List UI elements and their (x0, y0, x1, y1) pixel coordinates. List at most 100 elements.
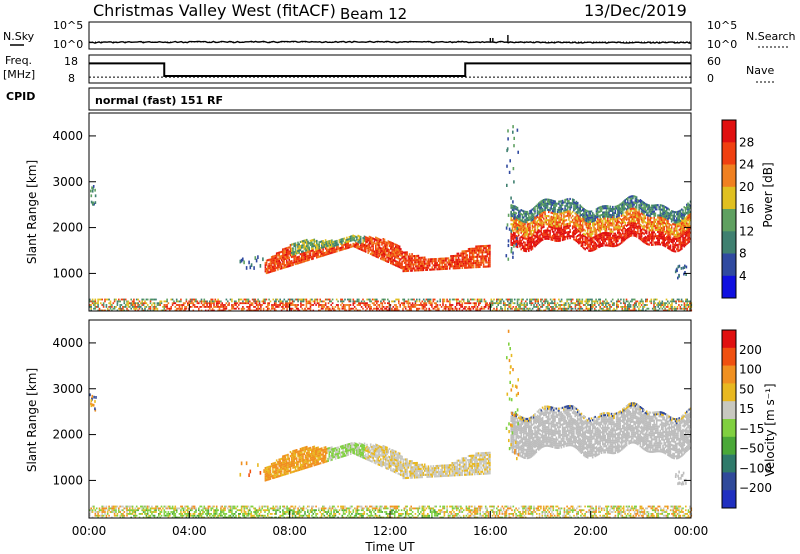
scatter-cell (274, 263, 277, 266)
scatter-cell (657, 204, 659, 207)
scatter-cell (566, 307, 568, 310)
scatter-cell (373, 307, 375, 310)
scatter-cell (654, 227, 657, 230)
scatter-cell (596, 234, 599, 237)
scatter-cell (269, 270, 272, 273)
scatter-cell (516, 219, 519, 222)
scatter-cell (593, 244, 595, 247)
scatter-cell (605, 306, 607, 308)
scatter-cell (598, 241, 600, 244)
scatter-cell (584, 213, 586, 216)
scatter-cell (467, 298, 469, 301)
scatter-cell (302, 254, 304, 257)
scatter-cell (262, 307, 265, 310)
scatter-cell (402, 259, 405, 262)
scatter-cell (301, 304, 304, 306)
scatter-cell (491, 300, 494, 303)
scatter-cell (533, 221, 535, 224)
scatter-cell (138, 300, 141, 303)
scatter-cell (574, 201, 576, 204)
scatter-cell (381, 241, 383, 244)
scatter-cell (295, 244, 298, 247)
scatter-cell (464, 258, 466, 261)
scatter-cell (602, 234, 604, 237)
scatter-cell (273, 257, 275, 260)
scatter-cell (535, 217, 538, 220)
scatter-cell (544, 202, 546, 205)
scatter-cell (586, 226, 589, 229)
scatter-cell (116, 302, 119, 305)
scatter-cell (462, 262, 465, 265)
scatter-cell (339, 240, 342, 243)
scatter-cell (647, 204, 649, 207)
scatter-cell (594, 231, 596, 234)
scatter-cell (635, 216, 638, 219)
scatter-cell (569, 298, 571, 301)
scatter-cell (521, 224, 524, 227)
scatter-cell (645, 211, 648, 214)
scatter-cell (417, 261, 420, 264)
scatter-cell (185, 300, 188, 303)
scatter-cell (511, 244, 514, 247)
scatter-cell (451, 298, 454, 301)
scatter-cell (395, 256, 397, 259)
scatter-cell (574, 212, 576, 215)
scatter-cell (576, 214, 579, 217)
scatter-cell (581, 237, 584, 240)
scatter-cell (622, 300, 625, 303)
scatter-cell (559, 219, 561, 222)
scatter-cell (529, 218, 531, 221)
scatter-cell (406, 259, 408, 262)
scatter-cell (280, 302, 283, 305)
scatter-cell (416, 265, 418, 268)
scatter-cell (459, 267, 461, 270)
scatter-cell (303, 245, 306, 248)
scatter-cell (375, 242, 377, 245)
scatter-cell (584, 209, 586, 212)
scatter-cell (436, 262, 438, 265)
scatter-cell (594, 233, 596, 236)
scatter-cell (411, 255, 413, 258)
scatter-cell (279, 257, 282, 260)
scatter-cell (644, 229, 647, 232)
scatter-cell (556, 302, 559, 305)
scatter-cell (654, 233, 657, 236)
scatter-cell (336, 246, 338, 249)
scatter-cell (270, 262, 273, 265)
scatter-cell (354, 239, 357, 242)
scatter-cell (625, 231, 628, 234)
scatter-cell (422, 302, 425, 305)
scatter-cell (546, 223, 549, 226)
scatter-cell (654, 298, 657, 301)
scatter-cell (320, 300, 323, 303)
scatter-cell (312, 300, 315, 303)
scatter-cell (555, 225, 558, 228)
scatter-cell (652, 225, 654, 228)
scatter-cell (377, 256, 380, 259)
scatter-cell (420, 302, 422, 305)
scatter-cell (614, 240, 617, 243)
scatter-cell (457, 256, 460, 259)
scatter-cell (622, 209, 624, 212)
scatter-cell (618, 300, 621, 303)
scatter-cell (676, 306, 679, 308)
scatter-cell (317, 251, 319, 254)
scatter-cell (264, 266, 267, 269)
scatter-cell (539, 207, 541, 210)
scatter-cell (162, 306, 164, 308)
scatter-cell (565, 304, 567, 306)
scatter-cell (477, 255, 480, 258)
scatter-cell (246, 300, 248, 303)
scatter-cell (456, 260, 459, 263)
scatter-cell (610, 306, 613, 308)
scatter-cell (593, 236, 595, 239)
scatter-cell (607, 234, 609, 237)
scatter-cell (553, 218, 555, 221)
scatter-cell (371, 243, 373, 246)
scatter-cell (612, 236, 614, 239)
scatter-cell (338, 307, 341, 310)
scatter-cell (531, 235, 534, 238)
scatter-cell (625, 224, 628, 227)
scatter-cell (576, 304, 578, 306)
scatter-cell (624, 302, 626, 305)
